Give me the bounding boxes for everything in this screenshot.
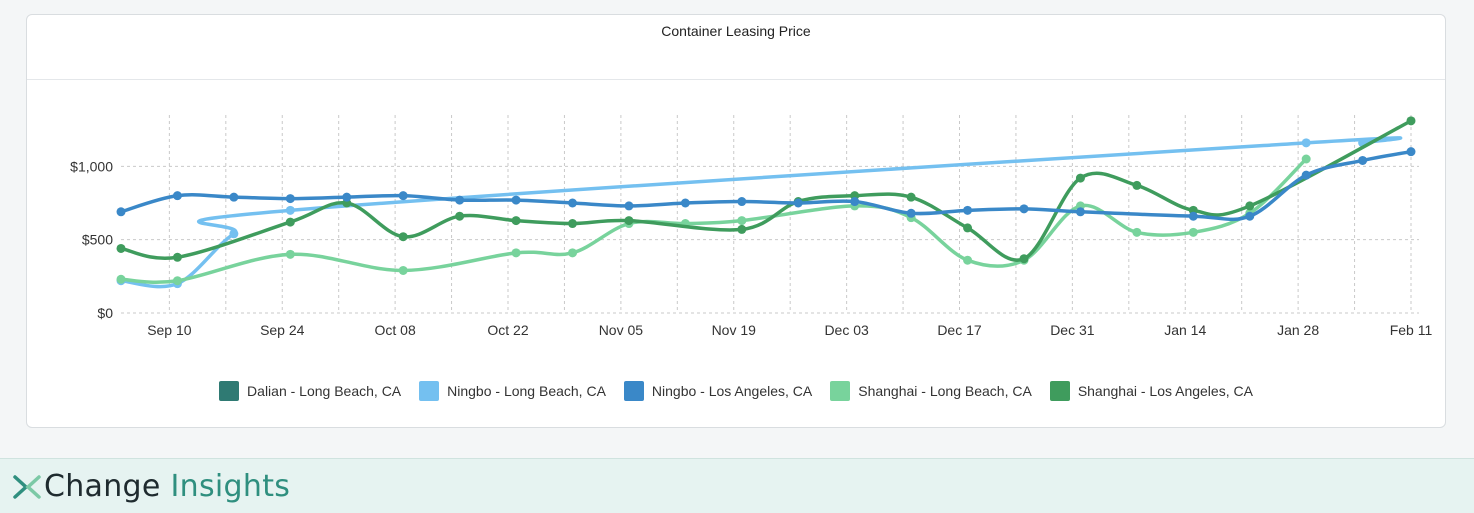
data-point — [398, 232, 408, 242]
data-point — [1019, 204, 1029, 214]
legend-swatch — [830, 381, 851, 401]
data-point — [285, 249, 295, 259]
data-point — [285, 205, 295, 215]
data-point — [737, 197, 747, 207]
data-point — [624, 216, 634, 226]
x-tick-label: Nov 05 — [599, 322, 644, 338]
data-point — [1301, 138, 1311, 148]
data-point — [1358, 155, 1368, 165]
data-point — [906, 192, 916, 202]
x-tick-label: Dec 17 — [937, 322, 982, 338]
data-point — [737, 216, 747, 226]
brand-name-light: Insights — [170, 469, 291, 504]
data-point — [963, 205, 973, 215]
legend-label: Ningbo - Long Beach, CA — [447, 383, 606, 399]
data-point — [1075, 207, 1085, 217]
data-point — [455, 211, 465, 221]
data-point — [1301, 170, 1311, 180]
data-point — [1019, 254, 1029, 264]
data-point — [1245, 211, 1255, 221]
data-point — [624, 201, 634, 211]
x-tick-label: Jan 28 — [1277, 322, 1319, 338]
x-tick-label: Sep 24 — [260, 322, 305, 338]
data-point — [285, 217, 295, 227]
data-point — [511, 216, 521, 226]
x-tick-label: Oct 22 — [487, 322, 528, 338]
data-point — [172, 252, 182, 262]
legend-swatch — [623, 381, 644, 401]
data-point — [172, 191, 182, 201]
data-point — [906, 208, 916, 218]
legend-label: Shanghai - Long Beach, CA — [858, 383, 1032, 399]
data-point — [963, 255, 973, 265]
data-point — [680, 198, 690, 208]
x-tick-label: Dec 03 — [824, 322, 869, 338]
data-point — [568, 248, 577, 258]
data-point — [511, 248, 521, 258]
data-point — [1188, 211, 1198, 221]
data-point — [1406, 147, 1416, 157]
data-point — [963, 223, 973, 233]
legend-label: Shanghai - Los Angeles, CA — [1077, 383, 1253, 399]
brand-name-main: Change — [44, 469, 161, 504]
y-tick-label: $0 — [97, 305, 113, 321]
data-point — [1075, 173, 1085, 183]
data-point — [1406, 116, 1416, 126]
x-tick-label: Dec 31 — [1050, 322, 1095, 338]
chart-card: Container Leasing Price Sep 10 Sep 24 Oct … — [26, 14, 1446, 428]
legend-item[interactable]: Dalian - Long Beach, CA — [219, 381, 401, 401]
chart-legend: Dalian - Long Beach, CA Ningbo - Long Bea… — [27, 381, 1445, 401]
data-point — [568, 198, 577, 208]
brand-name: Change Insights — [44, 469, 290, 504]
data-point — [455, 195, 465, 205]
legend-item[interactable]: Shanghai - Los Angeles, CA — [1049, 381, 1253, 401]
data-point — [116, 243, 126, 253]
y-tick-label: $500 — [82, 232, 113, 248]
data-point — [398, 191, 408, 201]
data-point — [568, 219, 577, 229]
series-line-1 — [119, 136, 1403, 289]
x-tick-label: Nov 19 — [712, 322, 757, 338]
footer-bar: Change Insights — [0, 458, 1474, 513]
legend-swatch — [219, 381, 240, 401]
brand-logo: Change Insights — [12, 469, 290, 504]
title-divider — [27, 79, 1445, 80]
legend-label: Dalian - Long Beach, CA — [247, 383, 402, 399]
data-point — [342, 192, 352, 202]
legend-label: Ningbo - Los Angeles, CA — [651, 383, 813, 399]
chart-title: Container Leasing Price — [661, 23, 811, 39]
data-point — [172, 276, 182, 286]
legend-item[interactable]: Ningbo - Long Beach, CA — [419, 381, 606, 401]
legend-swatch — [419, 381, 440, 401]
data-point — [229, 192, 239, 202]
x-tick-label: Jan 14 — [1164, 322, 1206, 338]
series-line-2 — [119, 149, 1413, 222]
data-point — [1245, 201, 1255, 211]
data-point — [1132, 180, 1142, 190]
data-point — [116, 274, 126, 284]
x-tick-label: Sep 10 — [147, 322, 192, 338]
legend-item[interactable]: Shanghai - Long Beach, CA — [830, 381, 1032, 401]
data-point — [1188, 227, 1198, 237]
legend-item[interactable]: Ningbo - Los Angeles, CA — [623, 381, 813, 401]
data-point — [229, 229, 239, 239]
data-point — [1132, 227, 1142, 237]
data-point — [1301, 154, 1311, 164]
line-chart: Sep 10 Sep 24 Oct 08 Oct 22 Nov 05 Nov 19 Dec … — [70, 115, 1433, 338]
y-tick-label: $1,000 — [70, 158, 113, 174]
data-point — [398, 265, 408, 275]
data-point — [511, 195, 521, 205]
x-tick-label: Feb 11 — [1390, 322, 1433, 338]
data-point — [116, 207, 126, 217]
data-point — [850, 197, 860, 207]
data-point — [285, 194, 295, 204]
change-logo-icon — [13, 474, 41, 499]
data-point — [793, 198, 803, 208]
x-tick-label: Oct 08 — [375, 322, 416, 338]
legend-swatch — [1049, 381, 1070, 401]
data-point — [737, 224, 747, 234]
